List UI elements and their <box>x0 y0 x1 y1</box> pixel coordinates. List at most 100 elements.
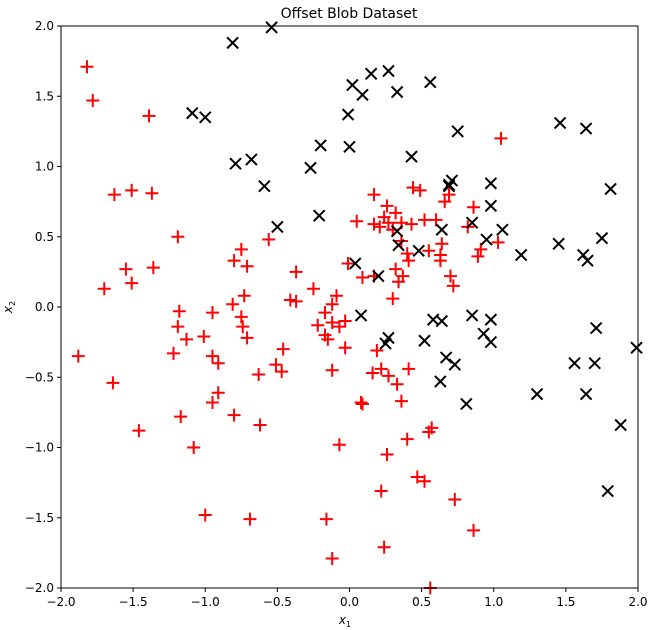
y-tick-label-1: −1.5 <box>25 511 54 525</box>
plus-marker-48 <box>318 306 332 320</box>
x-marker-16 <box>424 75 437 89</box>
plus-marker-111 <box>446 279 460 293</box>
plus-marker-3 <box>107 188 121 202</box>
plus-marker-101 <box>405 217 419 231</box>
plus-marker-60 <box>325 551 339 565</box>
plus-marker-51 <box>321 332 335 346</box>
x-marker-55 <box>484 335 498 349</box>
plus-marker-12 <box>227 254 241 268</box>
x-tick-label-6: 1.0 <box>484 595 503 609</box>
x-axis-ticks: −2.0 −1.5 −1.0 −0.5 0.0 0.5 1.0 1.5 2.0 <box>46 588 648 609</box>
x-marker-12 <box>356 88 369 102</box>
plus-marker-33 <box>253 418 267 432</box>
plus-marker-89 <box>380 448 394 462</box>
plus-marker-27 <box>197 330 211 344</box>
y-axis-label-base: x <box>1 305 15 314</box>
x-marker-9 <box>304 161 317 175</box>
plus-marker-82 <box>381 369 395 383</box>
plus-marker-117 <box>494 131 508 145</box>
y-tick-label-0: −2.0 <box>25 581 54 595</box>
x-marker-52 <box>465 309 479 322</box>
x-marker-57 <box>530 387 544 401</box>
x-marker-62 <box>630 341 643 354</box>
plus-marker-35 <box>237 289 251 303</box>
plus-marker-13 <box>240 259 254 273</box>
plus-marker-115 <box>474 242 488 256</box>
x-marker-5 <box>245 153 258 166</box>
x-marker-15 <box>390 85 404 99</box>
plus-marker-77 <box>386 292 400 306</box>
y-tick-label-4: 0.0 <box>35 300 54 314</box>
plus-marker-76 <box>396 269 410 283</box>
plus-marker-68 <box>380 199 394 213</box>
plus-marker-110 <box>443 269 457 283</box>
plus-marker-44 <box>289 265 303 279</box>
plus-marker-26 <box>205 306 219 320</box>
plus-marker-25 <box>243 512 257 526</box>
chart-title: Offset Blob Dataset <box>281 6 418 22</box>
x-marker-24 <box>484 177 498 190</box>
x-marker-31 <box>412 244 425 258</box>
x-marker-19 <box>405 150 418 163</box>
x-marker-8 <box>314 139 327 152</box>
plus-marker-46 <box>306 282 320 296</box>
plus-marker-97 <box>402 254 416 268</box>
x-tick-label-0: −2.0 <box>46 595 75 609</box>
x-marker-56 <box>460 397 473 411</box>
plus-marker-86 <box>354 396 368 410</box>
plus-marker-55 <box>330 289 344 303</box>
x-axis-label: x1 <box>338 613 351 629</box>
plus-marker-88 <box>400 432 414 446</box>
x-marker-1 <box>265 21 278 34</box>
plus-marker-64 <box>367 188 381 202</box>
x-marker-42 <box>595 231 609 245</box>
x-axis-label-base: x <box>338 613 347 627</box>
x-marker-38 <box>604 182 617 196</box>
plus-marker-6 <box>97 282 111 296</box>
x-tick-label-5: 0.5 <box>412 595 431 609</box>
plus-marker-37 <box>236 320 250 334</box>
plus-marker-59 <box>319 512 333 526</box>
plus-marker-9 <box>146 261 160 275</box>
x-marker-35 <box>372 269 385 283</box>
x-marker-58 <box>568 356 581 370</box>
plus-marker-66 <box>373 220 387 234</box>
plus-marker-62 <box>350 214 364 228</box>
plus-marker-39 <box>252 367 266 381</box>
plus-marker-119 <box>467 523 481 537</box>
plus-marker-90 <box>374 484 388 498</box>
plus-marker-30 <box>211 386 225 400</box>
plus-marker-4 <box>125 183 139 197</box>
plus-marker-83 <box>390 377 404 391</box>
plus-marker-24 <box>198 508 212 522</box>
plus-marker-100 <box>413 183 427 197</box>
y-axis-label: x2 <box>1 301 17 314</box>
plus-marker-50 <box>325 315 339 329</box>
plus-marker-104 <box>429 213 443 227</box>
series-0 <box>71 60 508 595</box>
plus-marker-16 <box>106 376 120 390</box>
plus-marker-21 <box>179 332 193 346</box>
plus-marker-2 <box>142 109 156 123</box>
x-marker-13 <box>364 67 378 81</box>
y-tick-label-6: 1.0 <box>35 160 54 174</box>
x-marker-6 <box>258 179 271 193</box>
plus-marker-45 <box>289 294 303 308</box>
plus-marker-31 <box>205 396 219 410</box>
x-tick-label-8: 2.0 <box>628 595 647 609</box>
plus-marker-43 <box>283 293 297 307</box>
plus-marker-10 <box>171 230 185 244</box>
y-tick-label-7: 1.5 <box>35 89 54 103</box>
x-marker-3 <box>199 111 212 124</box>
plus-marker-38 <box>240 331 254 345</box>
plus-marker-0 <box>80 60 94 74</box>
x-marker-36 <box>553 116 567 130</box>
y-tick-label-5: 0.5 <box>35 230 54 244</box>
x-marker-64 <box>601 484 614 498</box>
y-tick-label-2: −1.0 <box>25 441 54 455</box>
x-marker-54 <box>484 313 498 326</box>
plus-marker-29 <box>211 356 225 370</box>
x-marker-23 <box>442 178 456 191</box>
series-1 <box>186 21 643 498</box>
